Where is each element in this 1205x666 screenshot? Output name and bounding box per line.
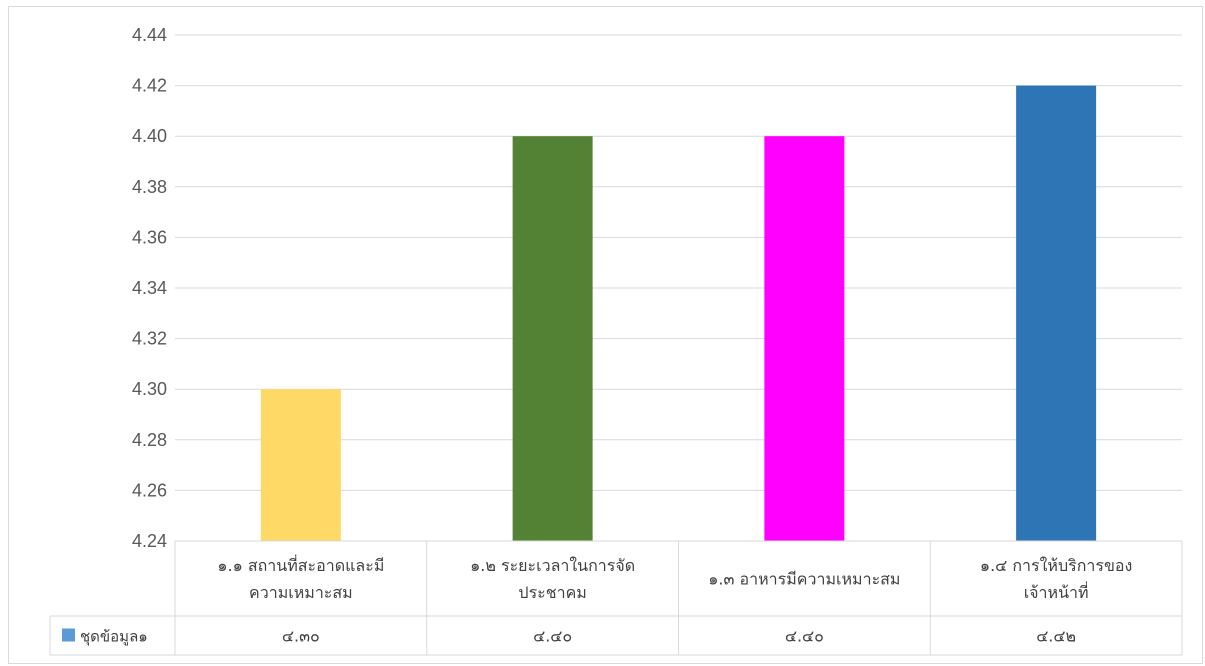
data-value-label: ๔.๔๐ [785,627,824,646]
y-tick-label: 4.34 [132,278,167,298]
data-value-label: ๔.๔๒ [1036,627,1076,646]
y-tick-label: 4.32 [132,329,167,349]
bar [260,389,341,541]
legend-swatch [62,628,75,642]
bar [1016,85,1097,541]
legend-series-name: ชุดข้อมูล๑ [80,628,148,647]
data-value-label: ๔.๔๐ [533,627,572,646]
y-tick-label: 4.24 [132,531,167,551]
y-tick-label: 4.44 [132,25,167,45]
y-tick-label: 4.26 [132,480,167,500]
y-axis-tick-labels: 4.24 4.26 4.28 4.30 4.32 4.34 4.36 4.38 4.40 4.42… [132,25,167,551]
y-tick-label: 4.42 [132,76,167,96]
y-tick-label: 4.38 [132,177,167,197]
category-label: ๑.๓ อาหารมีความเหมาะสม [708,570,900,589]
y-tick-label: 4.40 [132,126,167,146]
gridlines [175,34,1182,491]
y-tick-label: 4.28 [132,430,167,450]
category-label: ๑.๑ สถานที่สะอาดและมี [217,554,384,575]
category-label: ประชาคม [518,583,586,602]
y-tick-label: 4.30 [132,379,167,399]
category-label: ๑.๔ การให้บริการของ [980,556,1132,575]
data-value-label: ๔.๓๐ [282,627,320,646]
bar [764,136,845,541]
data-table: ๑.๑ สถานที่สะอาดและมีความเหมาะสม ๑.๒ ระยะ… [49,540,1183,656]
bar [512,136,593,541]
category-label: ๑.๒ ระยะเวลาในการจัด [470,556,635,575]
y-tick-label: 4.36 [132,227,167,247]
bars [260,85,1097,541]
category-label: ความเหมาะสม [249,583,353,602]
category-label: เจ้าหน้าที่ [1024,581,1089,602]
chart-frame [8,6,1203,664]
